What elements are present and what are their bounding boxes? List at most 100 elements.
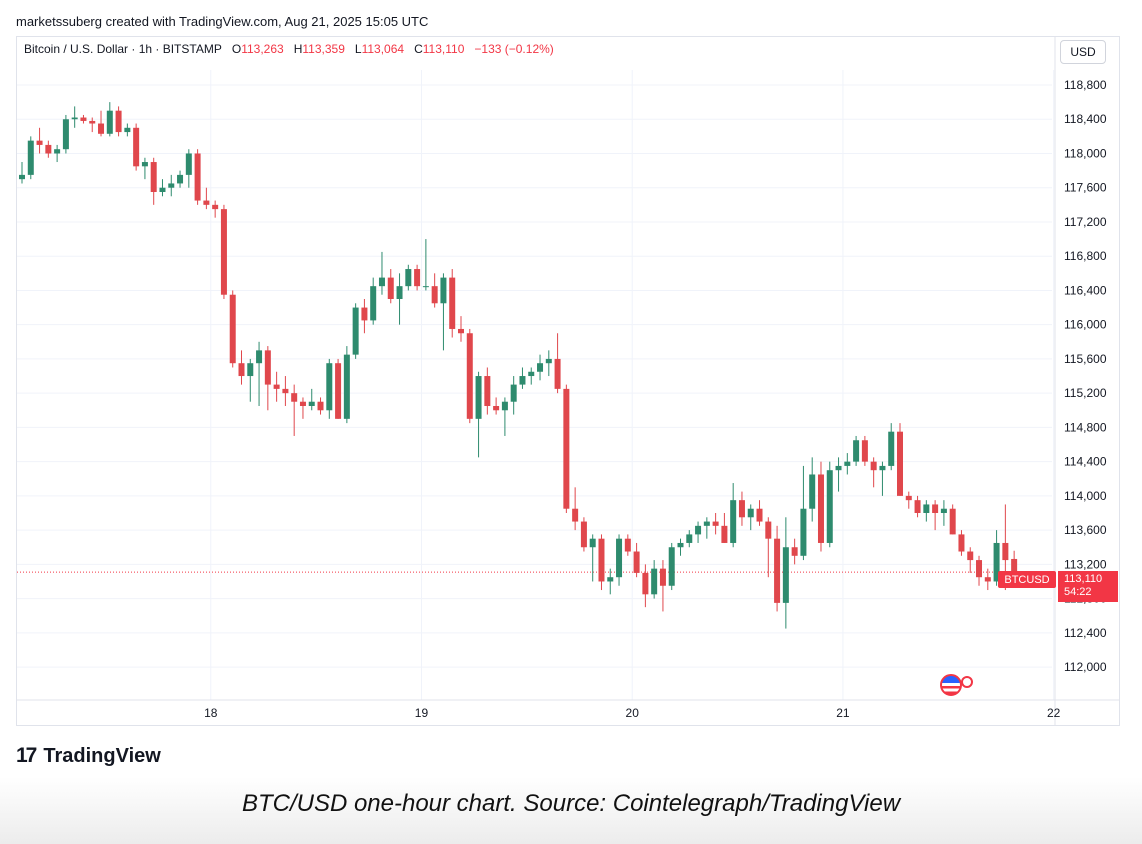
candle [923,500,930,522]
open-label: O [231,42,242,56]
candle [115,106,122,137]
candle-body [835,465,842,471]
candle-body [317,401,324,411]
y-tick-label: 114,400 [1064,455,1107,469]
candle-body [967,551,974,561]
candle-body [545,358,552,364]
candle [712,513,719,535]
candle [159,179,166,197]
candle [317,397,324,415]
candle-body [1002,542,1009,561]
candle-body [203,200,210,205]
y-tick-label: 113,600 [1064,523,1107,537]
y-tick-label: 118,400 [1064,112,1107,126]
candle [730,483,737,548]
candle [414,264,421,291]
candle [651,560,658,599]
candle-body [563,388,570,509]
event-marker-icon[interactable] [961,676,973,688]
candle-body [765,521,772,539]
candle-body [396,286,403,299]
candle [335,358,342,419]
candle-body [177,174,184,184]
symbol-label[interactable]: Bitcoin / U.S. Dollar · 1h · BITSTAMP [24,42,222,56]
candle-body [677,542,684,548]
candle [405,264,412,291]
candle-body [510,384,517,402]
candle [774,525,781,612]
candle [976,555,983,586]
candle-body [826,470,833,543]
grid-lines [17,37,1119,725]
candle-body [45,144,52,154]
candle-body [247,363,254,377]
candle-body [607,577,614,582]
candle-body [98,123,105,134]
candle [431,273,438,308]
candle [212,200,219,218]
candle [370,277,377,325]
candle [484,367,491,415]
candle-body [712,521,719,526]
candle [607,568,614,595]
candle-body [220,209,227,295]
candle-body [370,286,377,321]
candle-body [185,153,192,175]
candle [177,170,184,188]
candle [695,521,702,543]
candle [273,371,280,402]
high-value: 113,359 [302,42,345,56]
candle [853,435,860,466]
candle-body [150,162,157,192]
currency-button[interactable]: USD [1060,40,1106,64]
us-flag-icon[interactable] [940,674,962,696]
candle-body [976,560,983,578]
candle-body [194,153,201,201]
candle-body [475,376,482,419]
candle [905,491,912,509]
candle-body [36,140,43,145]
candle [62,114,69,154]
candle [993,530,1000,586]
candle [721,513,728,543]
candle [141,157,148,180]
candle-body [817,474,824,543]
candle-body [256,350,263,364]
candle-body [159,187,166,192]
candle [378,251,385,295]
candle [387,269,394,304]
candle-body [89,120,96,124]
candle-body [343,354,350,419]
candle [343,346,350,424]
y-tick-label: 118,800 [1064,78,1107,92]
candle-body [54,149,61,154]
candle-body [782,547,789,603]
author-line: marketssuberg created with TradingView.c… [16,14,429,29]
candle-body [914,500,921,513]
candle [308,388,315,411]
candle [949,504,956,535]
candle [98,110,105,137]
candle [501,397,508,436]
y-tick-label: 115,600 [1064,352,1107,366]
candle-body [791,547,798,556]
candle-body [62,119,69,150]
tradingview-logo: 17 TradingView [16,744,161,768]
candle-body [71,117,78,120]
candle [686,530,693,548]
candle [642,564,649,608]
candle-body [537,363,544,372]
candle-body [528,371,535,377]
change-value: −133 (−0.12%) [474,42,554,56]
candle [27,136,34,180]
y-tick-label: 112,400 [1064,626,1107,640]
candle-body [484,376,491,406]
candle [361,299,368,334]
high-label: H [293,42,303,56]
candle-body [80,117,87,121]
candle [422,239,429,291]
candle-body [308,401,315,406]
candle [185,149,192,188]
candle [396,273,403,325]
